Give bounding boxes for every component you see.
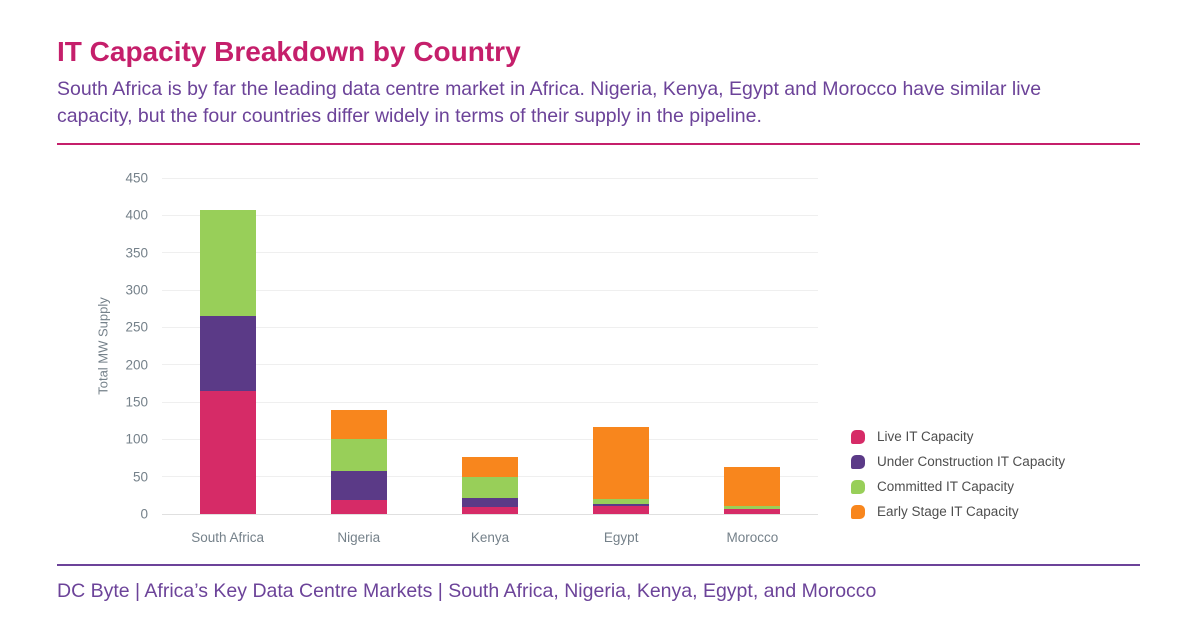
y-tick-label-300: 300 <box>125 282 148 298</box>
x-tick-label-egypt: Egypt <box>603 530 639 545</box>
bar-segment-nigeria-under-construction-it-capacity <box>330 471 387 500</box>
bar-south-africa <box>199 178 256 514</box>
gridline-100 <box>162 438 818 440</box>
bar-segment-egypt-early-stage-it-capacity <box>593 426 650 500</box>
page-title: IT Capacity Breakdown by Country <box>57 36 521 67</box>
legend-label: Committed IT Capacity <box>877 479 1015 494</box>
footer-source: DC Byte | Africa’s Key Data Centre Marke… <box>57 580 877 602</box>
bar-segment-kenya-committed-it-capacity <box>462 477 518 499</box>
legend-label: Live IT Capacity <box>877 429 974 444</box>
gridline-0 <box>162 513 818 515</box>
legend-item-committed-it-capacity: Committed IT Capacity <box>851 479 1065 494</box>
x-tick-label-south-africa: South Africa <box>191 530 264 545</box>
gridline-450 <box>162 177 818 179</box>
y-tick-label-0: 0 <box>140 506 148 522</box>
bar-morocco <box>724 178 781 514</box>
y-tick-label-350: 350 <box>125 245 148 261</box>
plot-area: 0 50 100 150 200 250 300 350 400 450 South Africa N… <box>125 171 818 545</box>
bar-segment-south-africa-committed-it-capacity <box>199 210 256 317</box>
bar-nigeria <box>330 178 387 514</box>
legend-swatch-icon <box>851 504 865 519</box>
bar-segment-egypt-under-construction-it-capacity <box>593 503 650 506</box>
legend-item-live-it-capacity: Live IT Capacity <box>851 429 1065 444</box>
gridline-200 <box>162 364 818 366</box>
header-divider <box>57 143 1140 145</box>
y-tick-label-50: 50 <box>132 469 148 485</box>
bar-segment-nigeria-committed-it-capacity <box>330 438 387 472</box>
legend-label: Early Stage IT Capacity <box>877 504 1019 519</box>
bar-segment-nigeria-live-it-capacity <box>330 499 387 514</box>
gridline-300 <box>162 289 818 291</box>
bar-segment-south-africa-under-construction-it-capacity <box>199 316 256 391</box>
legend-label: Under Construction IT Capacity <box>877 454 1066 469</box>
y-axis-title: Total MW Supply <box>95 297 111 395</box>
bar-segment-south-africa-live-it-capacity <box>199 390 256 514</box>
legend-swatch-icon <box>851 429 865 444</box>
y-tick-label-400: 400 <box>125 207 148 223</box>
footer-divider <box>57 564 1140 566</box>
x-tick-label-kenya: Kenya <box>470 530 510 545</box>
gridline-350 <box>162 252 818 254</box>
bar-egypt <box>593 178 650 514</box>
legend-item-under-construction-it-capacity: Under Construction IT Capacity <box>851 454 1065 469</box>
x-tick-label-nigeria: Nigeria <box>337 530 381 545</box>
page-subtitle: South Africa is by far the leading data … <box>57 78 1042 127</box>
chart-legend: Live IT Capacity Under Construction IT Ca… <box>851 429 1065 519</box>
bar-segment-morocco-live-it-capacity <box>724 508 781 514</box>
bar-segment-egypt-committed-it-capacity <box>593 499 650 504</box>
x-tick-label-morocco: Morocco <box>726 530 779 545</box>
y-tick-label-250: 250 <box>125 319 148 335</box>
y-tick-label-450: 450 <box>125 170 148 186</box>
gridline-250 <box>162 326 818 328</box>
bar-segment-egypt-live-it-capacity <box>593 505 650 514</box>
y-tick-label-100: 100 <box>125 431 148 447</box>
bar-segment-morocco-early-stage-it-capacity <box>724 466 781 506</box>
legend-item-early-stage-it-capacity: Early Stage IT Capacity <box>851 504 1065 519</box>
bar-kenya <box>462 178 518 514</box>
y-tick-label-200: 200 <box>125 357 148 373</box>
bar-segment-kenya-live-it-capacity <box>462 507 518 514</box>
bar-segment-kenya-under-construction-it-capacity <box>462 498 518 508</box>
bar-segment-morocco-committed-it-capacity <box>724 505 781 509</box>
bar-segment-nigeria-early-stage-it-capacity <box>330 409 387 439</box>
gridline-150 <box>162 401 818 403</box>
y-tick-label-150: 150 <box>125 394 148 410</box>
bar-segment-kenya-early-stage-it-capacity <box>462 457 518 478</box>
legend-swatch-icon <box>851 454 865 469</box>
gridline-400 <box>162 214 818 216</box>
legend-swatch-icon <box>851 479 865 494</box>
